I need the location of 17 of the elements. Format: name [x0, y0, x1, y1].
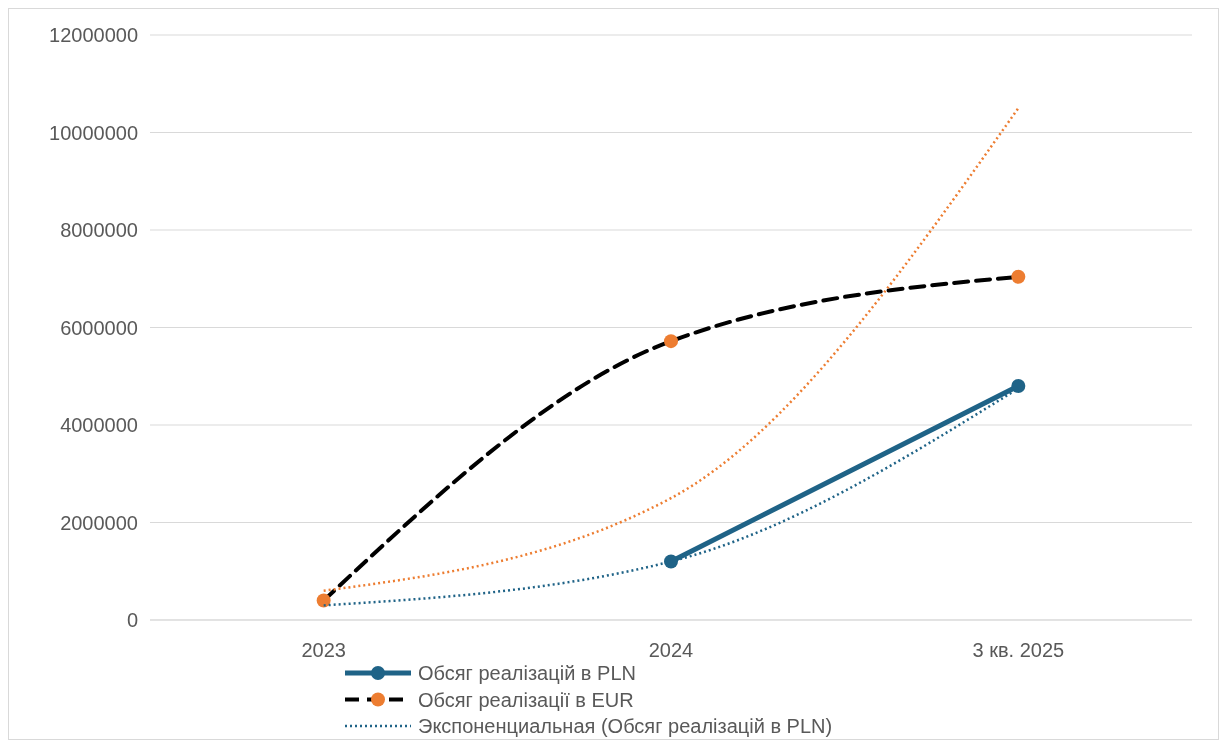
x-tick-label: 2024	[648, 639, 694, 661]
x-tick-label: 2023	[301, 639, 346, 661]
legend-label: Обсяг реалізацій в PLN	[418, 662, 636, 684]
legend-label: Обсяг реалізації в EUR	[418, 688, 634, 711]
legend-label: Экспоненциальная (Обсяг реалізацій в PLN)	[418, 715, 833, 737]
point	[316, 593, 331, 608]
point	[664, 334, 678, 349]
point	[1011, 379, 1026, 393]
y-tick-label: 4000000	[60, 414, 138, 436]
y-tick-label: 10000000	[49, 121, 138, 144]
y-tick-label: 6000000	[60, 316, 138, 339]
x-tick-label: 3 кв. 2025	[972, 639, 1065, 661]
point	[1011, 269, 1026, 284]
y-tick-label: 12000000	[49, 24, 138, 46]
y-tick-label: 2000000	[60, 511, 138, 534]
y-tick-label: 0	[126, 609, 138, 631]
y-tick-label: 8000000	[60, 219, 138, 241]
